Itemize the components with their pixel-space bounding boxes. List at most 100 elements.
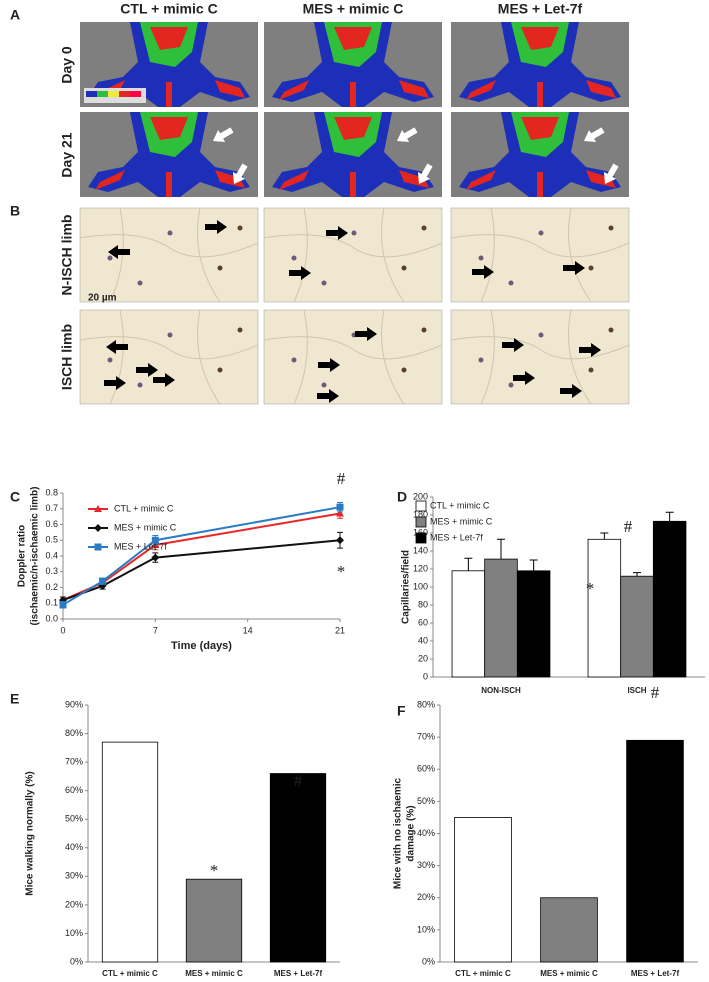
row-label: Day 0 xyxy=(59,46,75,84)
y-tick-label: 30% xyxy=(417,860,435,870)
histology-images xyxy=(79,207,630,405)
legend-swatch xyxy=(415,516,427,528)
marker xyxy=(151,553,160,562)
y-tick-label: 60% xyxy=(417,764,435,774)
y-axis-title: Mice walking normally (%) xyxy=(25,771,36,895)
bar xyxy=(516,570,551,678)
legend-label: MES + mimic C xyxy=(430,516,493,526)
y-tick-label: 0% xyxy=(70,956,83,966)
y-tick-label: 40% xyxy=(417,828,435,838)
y-tick-label: 80% xyxy=(417,699,435,709)
annotation: # xyxy=(337,469,346,488)
error-bar xyxy=(464,557,473,571)
y-tick-label: 20% xyxy=(65,899,83,909)
y-tick-label: 180 xyxy=(413,509,428,519)
x-axis-title: Time (days) xyxy=(171,640,232,652)
y-axis-title: (ischaemic/n-ischaemic limb) xyxy=(30,487,41,626)
column-header: MES + Let-7f xyxy=(498,1,583,17)
annotation: # xyxy=(624,517,633,536)
row-label: ISCH limb xyxy=(59,324,75,390)
y-tick-label: 0% xyxy=(422,956,435,966)
y-tick-label: 50% xyxy=(417,796,435,806)
bar xyxy=(652,520,687,678)
y-tick-label: 100 xyxy=(413,581,428,591)
y-axis-title: Mice with no ischaemic xyxy=(393,777,404,889)
bar xyxy=(540,897,598,963)
y-tick-label: 10% xyxy=(417,924,435,934)
legend-marker xyxy=(94,524,102,532)
bar xyxy=(451,570,486,678)
legend-label: CTL + mimic C xyxy=(430,500,490,510)
error-bar xyxy=(529,559,538,571)
y-tick-label: 0.0 xyxy=(45,613,58,623)
doppler-images xyxy=(80,22,629,197)
x-tick-label: 21 xyxy=(335,625,345,635)
y-tick-label: 80 xyxy=(418,599,428,609)
y-tick-label: 50% xyxy=(65,814,83,824)
line xyxy=(62,512,341,602)
x-tick-label: MES + mimic C xyxy=(540,969,598,978)
x-tick-label: 0 xyxy=(60,625,65,635)
bar xyxy=(269,773,327,963)
y-tick-label: 120 xyxy=(413,563,428,573)
y-axis-title: damage (%) xyxy=(406,805,417,861)
row-label: N-ISCH limb xyxy=(59,215,75,296)
annotation: * xyxy=(210,861,219,880)
bar xyxy=(620,575,654,678)
annotation: # xyxy=(294,771,303,790)
legend-label: CTL + mimic C xyxy=(114,503,174,513)
error-bar xyxy=(633,572,641,577)
legend-marker xyxy=(94,505,102,512)
x-tick-label: ISCH xyxy=(627,686,646,695)
column-header: MES + mimic C xyxy=(303,1,404,17)
column-header: CTL + mimic C xyxy=(120,1,217,17)
row-label: Day 21 xyxy=(59,132,75,177)
y-tick-label: 0 xyxy=(423,671,428,681)
y-tick-label: 90% xyxy=(65,699,83,709)
legend-label: MES + mimic C xyxy=(114,522,177,532)
x-tick-label: 14 xyxy=(243,625,253,635)
legend-swatch xyxy=(415,500,427,512)
bar xyxy=(587,538,622,678)
x-tick-label: NON-ISCH xyxy=(481,686,521,695)
y-tick-label: 30% xyxy=(65,871,83,881)
y-tick-label: 0.7 xyxy=(45,503,58,513)
panel-label: D xyxy=(397,489,407,505)
bar xyxy=(626,739,684,963)
x-tick-label: MES + Let-7f xyxy=(631,969,680,978)
y-tick-label: 40 xyxy=(418,635,428,645)
x-tick-label: CTL + mimic C xyxy=(102,969,158,978)
error-bar xyxy=(497,538,505,560)
y-tick-label: 0.4 xyxy=(45,550,58,560)
marker xyxy=(151,536,159,544)
y-tick-label: 0.2 xyxy=(45,582,58,592)
bar xyxy=(185,878,243,963)
panel-label: B xyxy=(10,203,20,219)
y-tick-label: 80% xyxy=(65,728,83,738)
legend-marker xyxy=(94,543,102,551)
legend-label: MES + Let-7f xyxy=(114,541,167,551)
y-tick-label: 60 xyxy=(418,617,428,627)
error-bar xyxy=(665,511,674,522)
y-tick-label: 0.8 xyxy=(45,487,58,497)
annotation: # xyxy=(651,683,660,702)
y-tick-label: 60% xyxy=(65,785,83,795)
marker xyxy=(336,509,344,517)
error-bar xyxy=(600,532,609,540)
panel-label: E xyxy=(10,691,19,707)
marker xyxy=(336,503,344,511)
y-tick-label: 140 xyxy=(413,545,428,555)
scale-bar-label: 20 µm xyxy=(88,293,117,304)
y-tick-label: 70% xyxy=(417,732,435,742)
x-tick-label: CTL + mimic C xyxy=(455,969,511,978)
y-tick-label: 0.5 xyxy=(45,535,58,545)
annotation: * xyxy=(586,579,595,598)
y-tick-label: 0.3 xyxy=(45,566,58,576)
legend-swatch xyxy=(415,532,427,544)
annotation: * xyxy=(337,562,346,581)
x-tick-label: MES + Let-7f xyxy=(274,969,323,978)
y-axis-title: Doppler ratio xyxy=(17,525,28,587)
y-tick-label: 40% xyxy=(65,842,83,852)
y-tick-label: 0.1 xyxy=(45,598,58,608)
